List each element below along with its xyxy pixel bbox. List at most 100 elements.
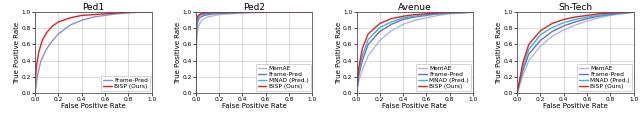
BiSP (Ours) [422,13,430,15]
Frame-Pred [519,69,527,71]
Frame-Pred [193,29,200,31]
MNAD (Pred.) [192,92,200,93]
X-axis label: False Positive Rate: False Positive Rate [221,103,287,109]
MNAD (Pred.) [192,40,200,41]
MNAD (Pred.) [595,15,602,16]
MNAD (Pred.) [399,17,407,19]
Frame-Pred [49,40,56,41]
MemAE [204,16,211,18]
MNAD (Pred.) [560,22,568,23]
MemAE [548,36,556,37]
BiSP (Ours) [54,21,62,23]
Frame-Pred [31,92,39,93]
Title: Ped2: Ped2 [243,3,265,12]
BiSP (Ours) [630,11,637,13]
Frame-Pred [595,15,602,17]
MemAE [193,34,201,36]
Y-axis label: True Positive Rate: True Positive Rate [335,21,342,84]
MNAD (Pred.) [204,13,211,15]
MNAD (Pred.) [469,11,477,13]
MemAE [572,24,579,26]
BiSP (Ours) [273,11,281,13]
MNAD (Pred.) [513,92,521,93]
Frame-Pred [376,31,383,32]
MNAD (Pred.) [434,13,442,15]
BiSP (Ours) [572,16,579,18]
BiSP (Ours) [560,19,568,20]
MNAD (Pred.) [583,16,591,18]
Frame-Pred [192,92,200,93]
MNAD (Pred.) [446,12,454,14]
BiSP (Ours) [548,23,556,24]
Frame-Pred [607,14,614,15]
BiSP (Ours) [411,14,419,15]
MemAE [618,13,626,15]
Frame-Pred [583,18,591,19]
MemAE [285,11,293,13]
MNAD (Pred.) [376,27,383,28]
Line: Frame-Pred: Frame-Pred [517,12,634,93]
BiSP (Ours) [469,11,477,13]
MemAE [308,11,316,13]
BiSP (Ours) [434,12,442,14]
BiSP (Ours) [43,32,51,33]
Frame-Pred [194,21,202,23]
X-axis label: False Positive Rate: False Positive Rate [543,103,608,109]
BiSP (Ours) [136,11,144,13]
Frame-Pred [200,15,208,16]
MNAD (Pred.) [358,55,366,56]
MNAD (Pred.) [422,14,430,15]
Line: Frame-Pred: Frame-Pred [35,12,152,93]
Frame-Pred [125,12,132,14]
BiSP (Ours) [192,36,200,37]
Frame-Pred [67,24,74,26]
MNAD (Pred.) [519,65,527,67]
MemAE [595,17,602,19]
Frame-Pred [54,33,62,35]
BiSP (Ours) [583,15,591,16]
Frame-Pred [388,24,396,25]
Frame-Pred [353,92,360,93]
Line: MemAE: MemAE [517,12,634,93]
MemAE [376,40,383,41]
MNAD (Pred.) [607,13,614,15]
Frame-Pred [618,12,626,14]
BiSP (Ours) [90,14,97,15]
Frame-Pred [90,16,97,18]
BiSP (Ours) [388,18,396,19]
BiSP (Ours) [519,61,527,63]
MemAE [630,11,637,13]
BiSP (Ours) [239,11,246,13]
BiSP (Ours) [113,12,120,14]
Line: BiSP (Ours): BiSP (Ours) [356,12,473,93]
Frame-Pred [136,11,144,13]
Frame-Pred [458,12,465,13]
BiSP (Ours) [513,92,521,93]
BiSP (Ours) [49,25,56,27]
MemAE [411,20,419,21]
BiSP (Ours) [125,11,132,13]
BiSP (Ours) [213,12,221,13]
Legend: MemAE, Frame-Pred, MNAD (Pred.), BiSP (Ours): MemAE, Frame-Pred, MNAD (Pred.), BiSP (O… [416,64,471,91]
MNAD (Pred.) [364,39,372,40]
Frame-Pred [355,74,363,76]
MemAE [607,15,614,16]
MNAD (Pred.) [355,71,363,72]
MemAE [195,26,202,27]
MemAE [388,30,396,31]
Y-axis label: True Positive Rate: True Positive Rate [175,21,181,84]
BiSP (Ours) [196,13,204,15]
Y-axis label: True Positive Rate: True Positive Rate [496,21,502,84]
Frame-Pred [572,21,579,23]
BiSP (Ours) [358,48,366,49]
MNAD (Pred.) [548,27,556,28]
MNAD (Pred.) [458,12,465,13]
Frame-Pred [513,92,521,93]
Frame-Pred [560,25,568,27]
MNAD (Pred.) [536,34,544,36]
MNAD (Pred.) [308,11,316,13]
BiSP (Ours) [193,22,200,23]
BiSP (Ours) [525,44,532,45]
Line: MemAE: MemAE [196,12,312,93]
BiSP (Ours) [101,13,109,15]
